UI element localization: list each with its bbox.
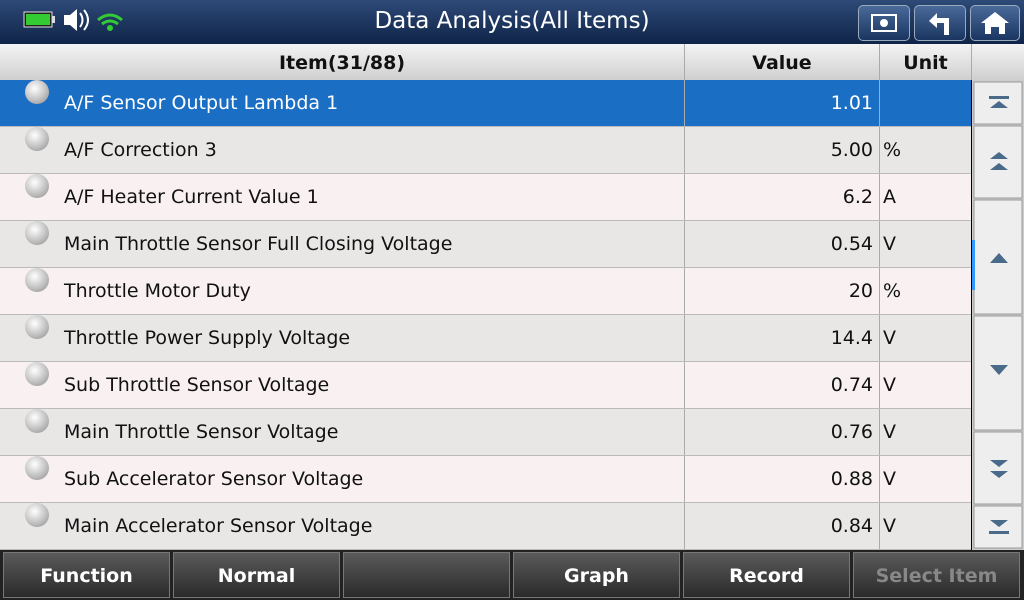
radio-button <box>25 503 49 527</box>
item-name: Throttle Power Supply Voltage <box>64 327 351 349</box>
status-icons <box>23 9 123 31</box>
item-unit: A <box>883 186 896 208</box>
item-unit: % <box>883 139 902 161</box>
column-header: Unit <box>880 44 972 80</box>
item-unit: V <box>883 421 896 443</box>
item-unit: V <box>883 515 896 537</box>
page-title: Data Analysis(All Items) <box>374 8 650 34</box>
blank-button <box>343 552 510 598</box>
column-separator <box>684 268 685 314</box>
radio-button <box>25 174 49 198</box>
item-value: 0.54 <box>830 233 873 255</box>
item-name: A/F Heater Current Value 1 <box>64 186 319 208</box>
column-separator <box>684 456 685 502</box>
home-button[interactable] <box>970 5 1020 41</box>
column-separator <box>684 221 685 267</box>
column-separator <box>684 174 685 220</box>
title-bar: Data Analysis(All Items) <box>0 0 1024 44</box>
radio-button <box>25 221 49 245</box>
item-value: 14.4 <box>830 327 873 349</box>
table-row[interactable]: A/F Heater Current Value 1 6.2 A <box>0 174 971 221</box>
table-header: Item(31/88) Value Unit <box>0 44 1024 80</box>
graph-button[interactable]: Graph <box>513 552 680 598</box>
column-header: Item(31/88) <box>0 44 685 80</box>
table-row[interactable]: A/F Correction 3 5.00% <box>0 127 971 174</box>
item-name: Sub Accelerator Sensor Voltage <box>64 468 364 490</box>
toolbar: Function Normal Graph Record Select Item <box>0 550 1024 600</box>
column-separator <box>684 315 685 361</box>
item-unit: V <box>883 233 896 255</box>
column-separator <box>684 503 685 549</box>
item-value: 0.74 <box>830 374 873 396</box>
item-value: 0.76 <box>830 421 873 443</box>
column-separator <box>879 315 880 361</box>
table-row[interactable]: Main Accelerator Sensor Voltage 0.84 V <box>0 503 971 550</box>
item-value: 5.00 <box>830 139 873 161</box>
column-header: Value <box>685 44 880 80</box>
radio-button <box>25 362 49 386</box>
item-unit: V <box>883 327 896 349</box>
screenshot-button[interactable] <box>858 5 910 41</box>
item-name: A/F Sensor Output Lambda 1 <box>64 92 339 114</box>
item-value: 20 <box>848 280 873 302</box>
record-button[interactable]: Record <box>683 552 850 598</box>
item-unit: V <box>883 468 896 490</box>
item-value: 0.84 <box>830 515 873 537</box>
column-separator <box>879 503 880 549</box>
column-separator <box>879 268 880 314</box>
item-name: Main Accelerator Sensor Voltage <box>64 515 373 537</box>
column-separator <box>879 80 880 126</box>
radio-button <box>25 268 49 292</box>
table-row[interactable]: Throttle Power Supply Voltage 14.4 V <box>0 315 971 362</box>
column-separator <box>879 174 880 220</box>
item-unit: % <box>883 280 902 302</box>
column-separator <box>879 409 880 455</box>
column-separator <box>879 456 880 502</box>
column-separator <box>879 362 880 408</box>
item-unit: V <box>883 374 896 396</box>
select-item-button[interactable]: Select Item <box>853 552 1020 598</box>
column-separator <box>684 362 685 408</box>
table-row[interactable]: Main Throttle Sensor Full Closing Voltag… <box>0 221 971 268</box>
radio-button <box>25 315 49 339</box>
column-separator <box>684 80 685 126</box>
function-button[interactable]: Function <box>3 552 170 598</box>
item-name: Main Throttle Sensor Voltage <box>64 421 339 443</box>
item-name: Sub Throttle Sensor Voltage <box>64 374 330 396</box>
item-name: Throttle Motor Duty <box>64 280 251 302</box>
item-value: 6.2 <box>842 186 873 208</box>
column-separator <box>684 409 685 455</box>
table-row[interactable]: Sub Accelerator Sensor Voltage 0.88 V <box>0 456 971 503</box>
radio-button <box>25 127 49 151</box>
item-value: 0.88 <box>830 468 873 490</box>
table-row[interactable]: Throttle Motor Duty 20% <box>0 268 971 315</box>
item-value: 1.01 <box>830 92 873 114</box>
item-name: Main Throttle Sensor Full Closing Voltag… <box>64 233 453 255</box>
column-separator <box>879 127 880 173</box>
table-row[interactable]: Sub Throttle Sensor Voltage 0.74 V <box>0 362 971 409</box>
column-separator <box>684 127 685 173</box>
table-row[interactable]: A/F Sensor Output Lambda 1 1.01 <box>0 80 971 127</box>
back-button[interactable] <box>914 5 966 41</box>
radio-button <box>25 80 49 104</box>
column-separator <box>879 221 880 267</box>
table-row[interactable]: Main Throttle Sensor Voltage 0.76 V <box>0 409 971 456</box>
radio-button <box>25 456 49 480</box>
scrollbar <box>972 80 1024 550</box>
radio-button <box>25 409 49 433</box>
normal-button[interactable]: Normal <box>173 552 340 598</box>
item-name: A/F Correction 3 <box>64 139 217 161</box>
